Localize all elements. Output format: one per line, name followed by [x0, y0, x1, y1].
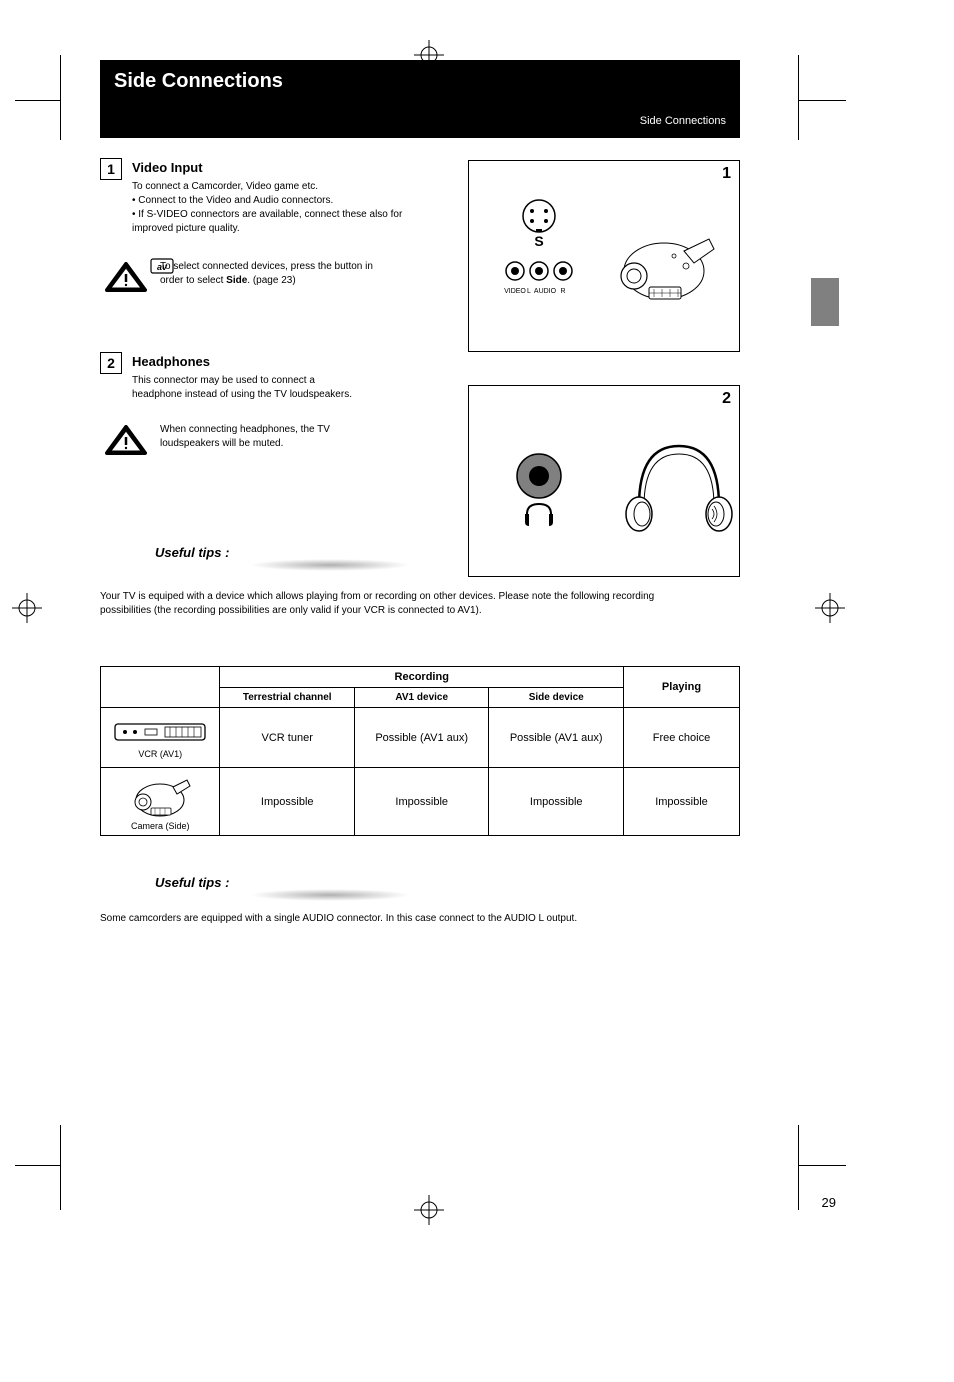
vcr-icon [110, 716, 210, 746]
tips-block-1: Useful tips : Your TV is equiped with a … [100, 545, 740, 618]
tips-block-2: Useful tips : Some camcorders are equipp… [100, 875, 740, 926]
warning-icon [105, 262, 147, 299]
section-line: This connector may be used to connect a [132, 374, 442, 388]
section-line: • If S-VIDEO connectors are available, c… [132, 208, 442, 222]
table-cell-label: Camera (Side) [107, 821, 213, 831]
table-header-playing: Playing [623, 667, 739, 708]
section-line: To connect a Camcorder, Video game etc. [132, 180, 442, 194]
table-cell-label: VCR (AV1) [107, 749, 213, 759]
warning-text: To select connected devices, press the b… [160, 260, 440, 287]
svg-text:S: S [534, 233, 543, 249]
warn-line: . (page 23) [247, 275, 295, 286]
section-number: 1 [100, 158, 122, 180]
tips-body: Some camcorders are equipped with a sing… [100, 912, 740, 926]
table-subheader: AV1 device [354, 688, 489, 708]
svg-text:R: R [560, 288, 565, 295]
table-cell: Impossible [489, 768, 624, 836]
table-cell: Impossible [354, 768, 489, 836]
crop-mark [60, 1125, 61, 1210]
warn-line: To select connected devices, press the b… [160, 261, 373, 272]
section-line: headphone instead of using the TV loudsp… [132, 388, 442, 402]
table-cell: Impossible [220, 768, 355, 836]
video-input-illustration: S VIDEO L AUDIO R [469, 161, 741, 353]
header-band: Side Connections Side Connections [100, 60, 740, 138]
warning-text: When connecting headphones, the TV louds… [160, 423, 440, 450]
tips-line: possibilities (the recording possibiliti… [100, 604, 740, 618]
crop-mark [798, 55, 799, 140]
table-cell-camera: Camera (Side) [101, 768, 220, 836]
section-line: improved picture quality. [132, 222, 442, 236]
page-number: 29 [822, 1195, 836, 1210]
section-title: Video Input [132, 160, 203, 175]
warn-line: When connecting headphones, the TV [160, 424, 330, 435]
section-line: • Connect to the Video and Audio connect… [132, 194, 442, 208]
section-body: This connector may be used to connect a … [132, 374, 442, 402]
table-cell: Impossible [623, 768, 739, 836]
warn-line: order to select [160, 275, 223, 286]
table-cell-vcr: VCR (AV1) [101, 708, 220, 768]
table-subheader: Side device [489, 688, 624, 708]
table-subheader: Terrestrial channel [220, 688, 355, 708]
table-cell: VCR tuner [220, 708, 355, 768]
table-cell: Possible (AV1 aux) [354, 708, 489, 768]
register-mark-left [12, 593, 42, 623]
table-header-blank [101, 667, 220, 708]
register-mark-bottom [414, 1195, 444, 1225]
illustration-box-1: 1 S VIDEO L AUDIO R [468, 160, 740, 352]
crop-mark [798, 1125, 799, 1210]
warning-icon [105, 425, 147, 462]
tips-label: Useful tips : [155, 875, 740, 890]
crop-mark [798, 1165, 846, 1166]
section-title: Headphones [132, 354, 210, 369]
warn-bold: Side [226, 275, 247, 286]
table-cell: Free choice [623, 708, 739, 768]
tips-shadow [250, 559, 410, 571]
table-header-recording: Recording [220, 667, 624, 688]
tips-line: Some camcorders are equipped with a sing… [100, 912, 740, 926]
crop-mark [798, 100, 846, 101]
crop-mark [60, 55, 61, 140]
table-cell: Possible (AV1 aux) [489, 708, 624, 768]
tips-shadow [250, 889, 410, 901]
svg-text:VIDEO: VIDEO [504, 288, 526, 295]
illustration-number: 2 [722, 390, 731, 408]
section-body: To connect a Camcorder, Video game etc. … [132, 180, 442, 236]
page-subtitle: Side Connections [114, 115, 726, 127]
page-title: Side Connections [114, 70, 726, 93]
camcorder-icon [125, 772, 195, 818]
section-number: 2 [100, 352, 122, 374]
tips-line: Your TV is equiped with a device which a… [100, 590, 740, 604]
page-tab [811, 278, 839, 326]
crop-mark [15, 100, 60, 101]
warn-line: loudspeakers will be muted. [160, 438, 283, 449]
register-mark-right [815, 593, 845, 623]
svg-text:AUDIO: AUDIO [534, 288, 557, 295]
tips-body: Your TV is equiped with a device which a… [100, 590, 740, 618]
crop-mark [15, 1165, 60, 1166]
tips-label: Useful tips : [155, 545, 740, 560]
svg-text:L: L [527, 288, 531, 295]
recording-table: Recording Playing Terrestrial channel AV… [100, 666, 740, 836]
illustration-number: 1 [722, 165, 731, 183]
